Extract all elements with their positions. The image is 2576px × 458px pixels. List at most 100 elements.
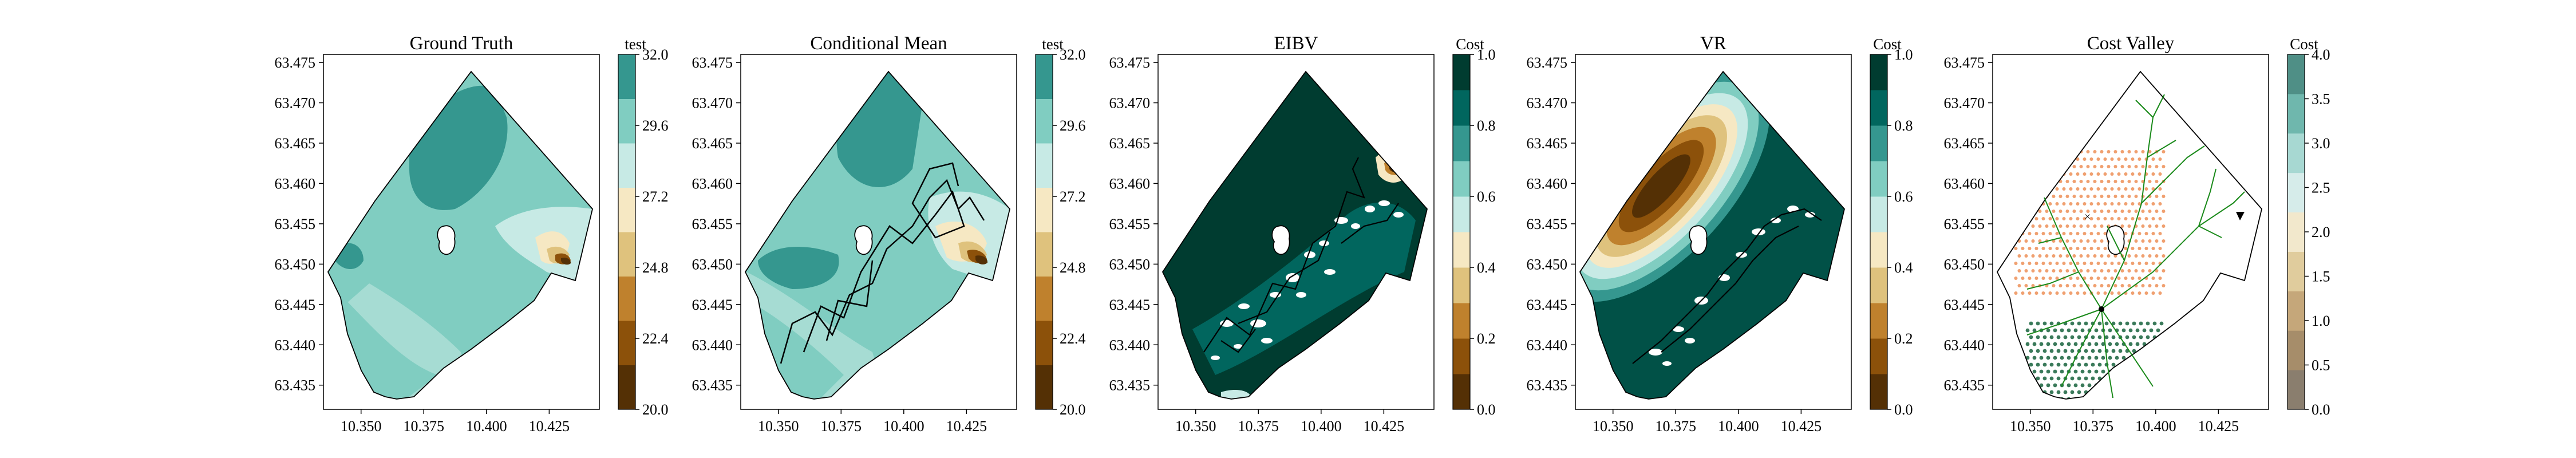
rrt-branch (2107, 226, 2125, 261)
y-tick-label: 63.475 (1527, 54, 1568, 71)
colorbar-tick: 22.4 (635, 330, 669, 347)
orange-dot (2021, 247, 2025, 250)
orange-dot (2028, 187, 2032, 191)
colorbar-tick: 0.8 (1887, 117, 1913, 134)
colorbar-tick-label: 20.0 (642, 401, 669, 418)
orange-dot (2093, 224, 2097, 228)
colorbar-band (1453, 267, 1470, 303)
green-dot (2152, 362, 2157, 367)
y-tick-label: 63.445 (1944, 297, 1985, 313)
colorbar-tick: 27.2 (1053, 188, 1086, 205)
domain-outline (1996, 70, 2262, 400)
y-tick-label: 63.470 (1109, 95, 1151, 112)
orange-dot (2069, 291, 2073, 295)
panel-cost-valley: Cost Valley × 10.350 10.375 10.400 10.425 6… (1944, 33, 2330, 435)
orange-dot (2158, 172, 2162, 176)
field-region-white (1685, 338, 1695, 344)
orange-dot (2069, 262, 2073, 265)
domain-outline (327, 70, 593, 400)
field-region-white (1393, 212, 1404, 218)
green-dot (2056, 335, 2061, 339)
orange-dot (2045, 254, 2049, 258)
orange-dot (2158, 217, 2162, 220)
orange-dot (2052, 180, 2056, 183)
colorbar-tick-label: 1.0 (1477, 46, 1496, 63)
orange-dot (2138, 217, 2142, 220)
green-dot (2070, 349, 2075, 353)
green-dot (2142, 383, 2147, 388)
y-tick: 63.470 (275, 95, 323, 112)
orange-dot (2110, 291, 2114, 295)
colorbar-tick: 20.0 (1053, 401, 1086, 418)
orange-dot (2162, 239, 2166, 243)
orange-dot (2024, 210, 2028, 213)
y-tick: 63.465 (692, 135, 741, 152)
orange-dot (2110, 187, 2114, 191)
orange-dot (2079, 224, 2083, 228)
green-dot (2029, 362, 2033, 367)
plot-frame (1992, 54, 2269, 410)
orange-dot (2151, 217, 2155, 220)
colorbar-band (1870, 161, 1887, 197)
y-tick-label: 63.475 (1944, 54, 1985, 71)
colorbar-band (618, 232, 635, 277)
colorbar-tick-label: 2.5 (2312, 180, 2330, 196)
orange-dot (2107, 254, 2111, 258)
y-tick-label: 63.445 (275, 297, 316, 313)
y-tick: 63.440 (1527, 337, 1575, 353)
rrt-branch (2101, 309, 2154, 387)
orange-dot (2065, 210, 2069, 213)
green-dot (2063, 362, 2068, 367)
orange-dot (2158, 157, 2162, 161)
green-dot (2128, 383, 2133, 388)
green-dot (2139, 321, 2143, 326)
orange-dot (2024, 269, 2028, 273)
orange-dot (2072, 284, 2076, 287)
colorbar-tick: 24.8 (635, 259, 669, 276)
green-dot (2032, 383, 2037, 388)
colorbar-band (1453, 54, 1470, 90)
green-dot (2060, 342, 2064, 346)
green-dot (2087, 397, 2092, 399)
orange-dot (2028, 202, 2032, 206)
green-dot (2091, 335, 2095, 339)
green-dot (2025, 369, 2030, 374)
colorbar-band (618, 321, 635, 365)
y-tick-label: 63.450 (1527, 256, 1568, 273)
y-tick-label: 63.475 (275, 54, 316, 71)
orange-dot (2113, 195, 2117, 198)
green-dot (2060, 369, 2064, 374)
orange-dot (2141, 224, 2145, 228)
green-dot (2159, 376, 2164, 381)
y-tick-label: 63.470 (1527, 95, 1568, 112)
field-region-teal (1192, 202, 1416, 375)
orange-dot (2124, 232, 2128, 235)
green-dot (2039, 383, 2044, 388)
island (854, 225, 873, 255)
green-dot (2029, 376, 2033, 381)
green-dot (2125, 390, 2129, 394)
y-tick-label: 63.455 (275, 216, 316, 232)
green-dot (2049, 390, 2054, 394)
green-dot (2032, 397, 2037, 399)
green-dot (2073, 342, 2078, 346)
orange-dot (2072, 195, 2076, 198)
orange-dot (2055, 262, 2059, 265)
orange-dot (2131, 291, 2135, 295)
orange-dot (2014, 172, 2018, 176)
rrt-branch (2233, 191, 2245, 204)
panel-eibv: EIBV 10.350 10.375 10.400 10.425 63.43563.4… (1109, 33, 1496, 435)
orange-dot (2131, 187, 2135, 191)
orange-dot (2062, 262, 2066, 265)
green-dot (2091, 349, 2095, 353)
orange-dot (2069, 202, 2073, 206)
y-tick-label: 63.455 (1944, 216, 1985, 232)
x-ticks: 10.350 10.375 10.400 10.425 (2010, 409, 2239, 435)
y-tick-label: 63.440 (1944, 337, 1985, 353)
field-region-white (1324, 269, 1336, 275)
field-region-white (1673, 326, 1684, 332)
field-region-white (1319, 240, 1329, 246)
colorbar-band (1036, 143, 1053, 188)
island (1689, 225, 1708, 255)
orange-dot (2034, 157, 2038, 161)
